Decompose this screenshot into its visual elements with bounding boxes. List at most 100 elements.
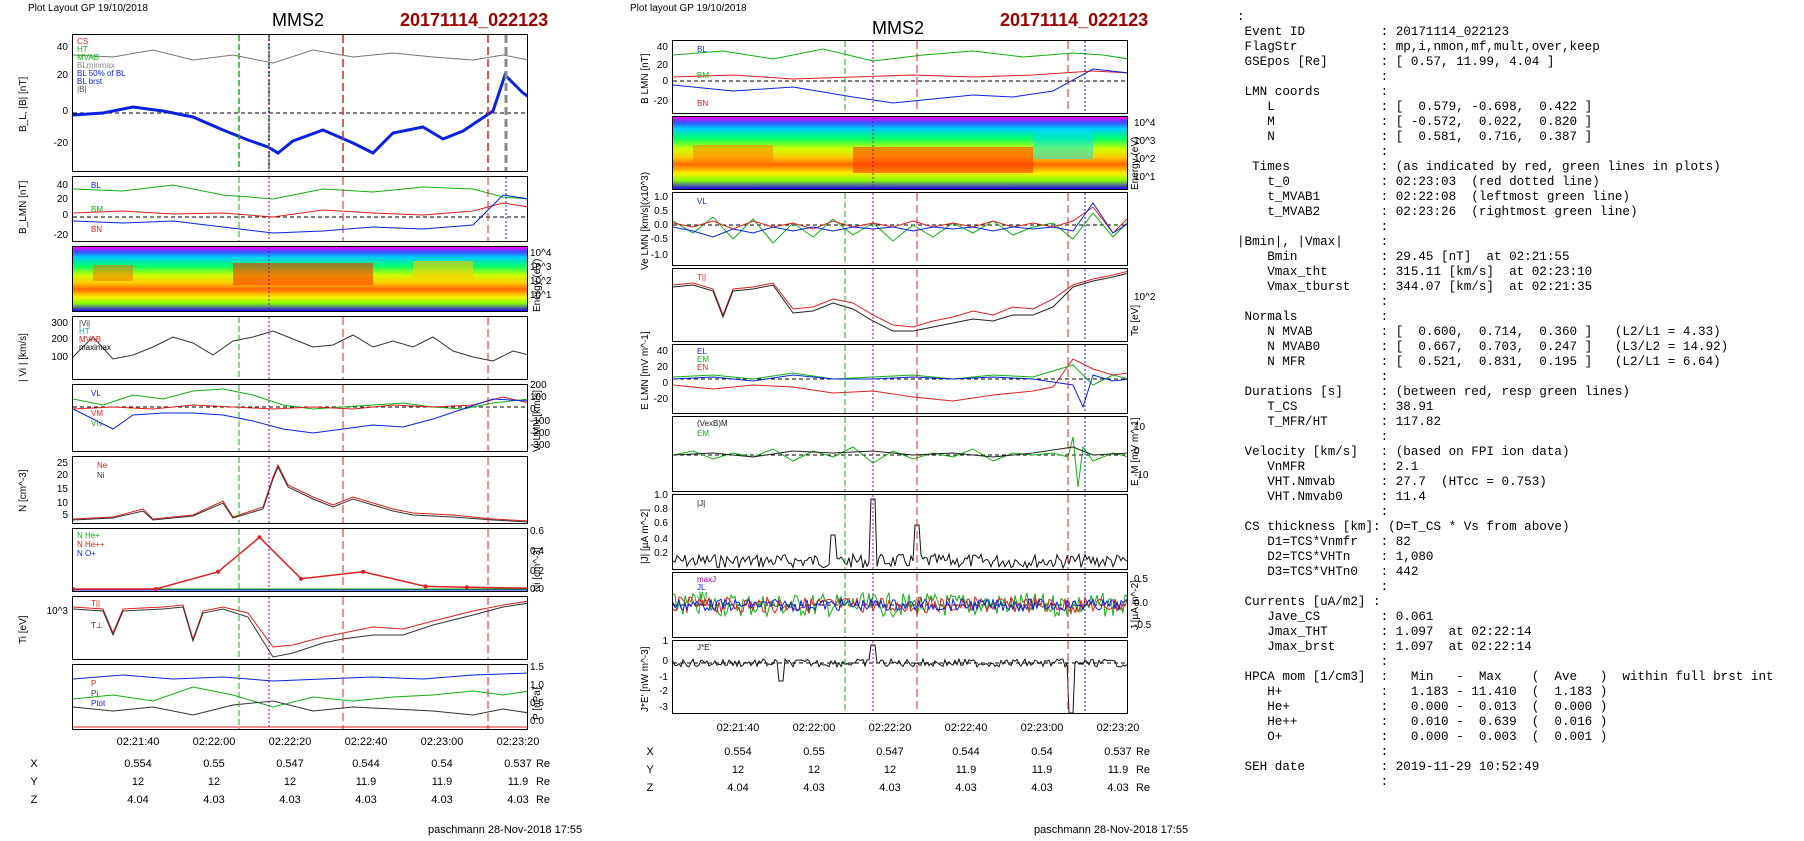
right-coord-z: 4.03 <box>1031 782 1053 794</box>
right-em-tick: -10 <box>1134 470 1149 481</box>
left-density-tick: 5 <box>62 510 68 521</box>
left-pressure-plot <box>73 665 527 729</box>
right-e-lmn-tick: 40 <box>656 346 668 357</box>
left-b-lmn-tick: -20 <box>53 230 68 241</box>
right-j-legend: |J| <box>697 499 706 508</box>
right-b-lmn-legend-bn: BN <box>697 99 709 108</box>
right-b-lmn-legend-bl: BL <box>697 45 707 54</box>
right-em-plot <box>673 417 1127 491</box>
left-vi-legend-2: MVAB <box>79 335 102 344</box>
right-te-tick: 10^2 <box>1134 292 1156 303</box>
left-b-total-tick: -20 <box>53 138 68 149</box>
left-coord-z-label: Z <box>30 794 38 806</box>
left-coord-x: 0.55 <box>203 758 225 770</box>
left-vi-legend-0: |Vi| <box>79 319 91 328</box>
left-vi-tick: 300 <box>51 318 68 329</box>
right-e-lmn-tick: 20 <box>656 362 668 373</box>
left-ti-legend-tpar: T|| <box>91 599 101 608</box>
right-coord-x-label: X <box>646 746 654 758</box>
left-coord-x: 0.544 <box>352 758 380 770</box>
left-b-total-legend-blbrst: BL brst <box>77 77 103 86</box>
left-vi-plot <box>73 317 527 379</box>
left-vlmn-legend-vl: VL <box>91 389 101 398</box>
left-spec-tick: 10^2 <box>530 276 552 287</box>
right-coord-y: 12 <box>883 764 897 776</box>
right-j-lmn-tick: 0.5 <box>1134 574 1148 585</box>
left-pressure-tick: 1.0 <box>530 680 544 691</box>
left-coord-x: 0.554 <box>124 758 152 770</box>
left-b-total-ylabel: B_L, |B| [nT] <box>18 76 29 132</box>
left-vlmn-legend-vm: VM <box>91 409 103 418</box>
right-ve-lmn-plot <box>673 193 1127 265</box>
right-b-lmn-legend-bm: BM <box>697 71 709 80</box>
left-panel-b-total: CS HT MVAB BLminmax BL 50% of BL BL brst… <box>72 34 528 172</box>
left-panel-pressure: P Pi Ptot <box>72 664 528 730</box>
right-em-legend-em: EM <box>697 429 709 438</box>
left-b-lmn-legend-bl: BL <box>91 181 101 190</box>
left-b-lmn-plot <box>73 177 527 241</box>
right-j-lmn-tick: 0.0 <box>1134 598 1148 609</box>
left-density-tick: 25 <box>56 458 68 469</box>
right-spec-tick: 10^4 <box>1134 118 1156 129</box>
right-coord-x: 0.55 <box>803 746 825 758</box>
left-ti-ylabel: Ti [eV] <box>18 615 29 644</box>
hpca-he2-point <box>153 587 158 591</box>
left-coord-x: 0.547 <box>276 758 304 770</box>
right-panel-ve-lmn: VL <box>672 192 1128 266</box>
left-density-legend-ni: Ni <box>97 471 105 480</box>
left-b-lmn-legend-bn: BN <box>91 225 103 234</box>
left-density-tick: 20 <box>56 470 68 481</box>
left-spectrogram-overlay <box>93 247 473 311</box>
left-xtick: 02:23:00 <box>420 736 464 748</box>
left-panel-density: Ne Ni <box>72 456 528 524</box>
right-panel-j-lmn: maxJ JL JM JN <box>672 572 1128 638</box>
left-vi-legend-3: maximax <box>79 343 112 352</box>
right-xtick: 02:23:20 <box>1096 722 1140 734</box>
left-vlmn-tick: -200 <box>530 428 551 439</box>
left-coord-y-label: Y <box>30 776 38 788</box>
right-spec-tick: 10^1 <box>1134 172 1156 183</box>
right-xtick: 02:22:40 <box>944 722 988 734</box>
right-b-lmn-tick: 0 <box>662 76 668 87</box>
hpca-he2-point <box>257 535 262 540</box>
right-spec-tick: 10^2 <box>1134 154 1156 165</box>
left-xtick: 02:23:20 <box>496 736 540 748</box>
hpca-he2-point <box>361 569 366 574</box>
left-coord-z: 4.03 <box>203 794 225 806</box>
right-j-tick: 0.6 <box>654 518 668 529</box>
left-vi-ylabel: | Vi | [km/s] <box>18 333 29 382</box>
left-coord-unit: Re <box>535 776 551 788</box>
right-xtick: 02:22:00 <box>792 722 836 734</box>
hpca-he2-point <box>216 569 221 574</box>
right-panel-electron-spectrogram <box>672 116 1128 190</box>
right-panel-e-lmn: EL EM EN <box>672 344 1128 414</box>
left-vlmn-tick: -100 <box>530 416 551 427</box>
right-coord-unit: Re <box>1135 782 1151 794</box>
right-j-lmn-legend-jm: JM <box>697 591 708 600</box>
right-b-lmn-plot <box>673 41 1127 113</box>
left-xtick: 02:22:00 <box>192 736 236 748</box>
right-je-tick: 0 <box>662 656 668 667</box>
right-event-id: 20171114_022123 <box>1000 10 1149 30</box>
left-hpca-legend-o: N O+ <box>77 549 96 558</box>
right-coord-z: 4.03 <box>1107 782 1129 794</box>
left-hpca-tick: 0.6 <box>530 526 544 537</box>
hpca-he2-point <box>423 584 428 589</box>
left-coord-y: 11.9 <box>507 776 529 788</box>
right-coord-y: 12 <box>731 764 745 776</box>
left-panel-vi: |Vi| HT MVAB maximax <box>72 316 528 380</box>
event-info-text: : Event ID : 20171114_022123 FlagStr : m… <box>1237 10 1774 789</box>
left-b-total-legend-blminmax: BLminmax <box>77 61 115 70</box>
right-coord-y: 12 <box>807 764 821 776</box>
left-b-total-legend-cs: CS <box>77 37 89 46</box>
left-density-legend-ne: Ne <box>97 461 108 470</box>
left-vlmn-plot <box>73 385 527 451</box>
right-footer: paschmann 28-Nov-2018 17:55 <box>1034 824 1189 836</box>
left-coord-z: 4.03 <box>431 794 453 806</box>
right-coord-x: 0.554 <box>724 746 752 758</box>
left-density-tick: 10 <box>56 498 68 509</box>
right-xtick: 02:22:20 <box>868 722 912 734</box>
left-hpca-tick: 0.4 <box>530 546 544 557</box>
right-xtick: 02:21:40 <box>716 722 760 734</box>
right-j-lmn-tick: -0.5 <box>1134 620 1152 631</box>
